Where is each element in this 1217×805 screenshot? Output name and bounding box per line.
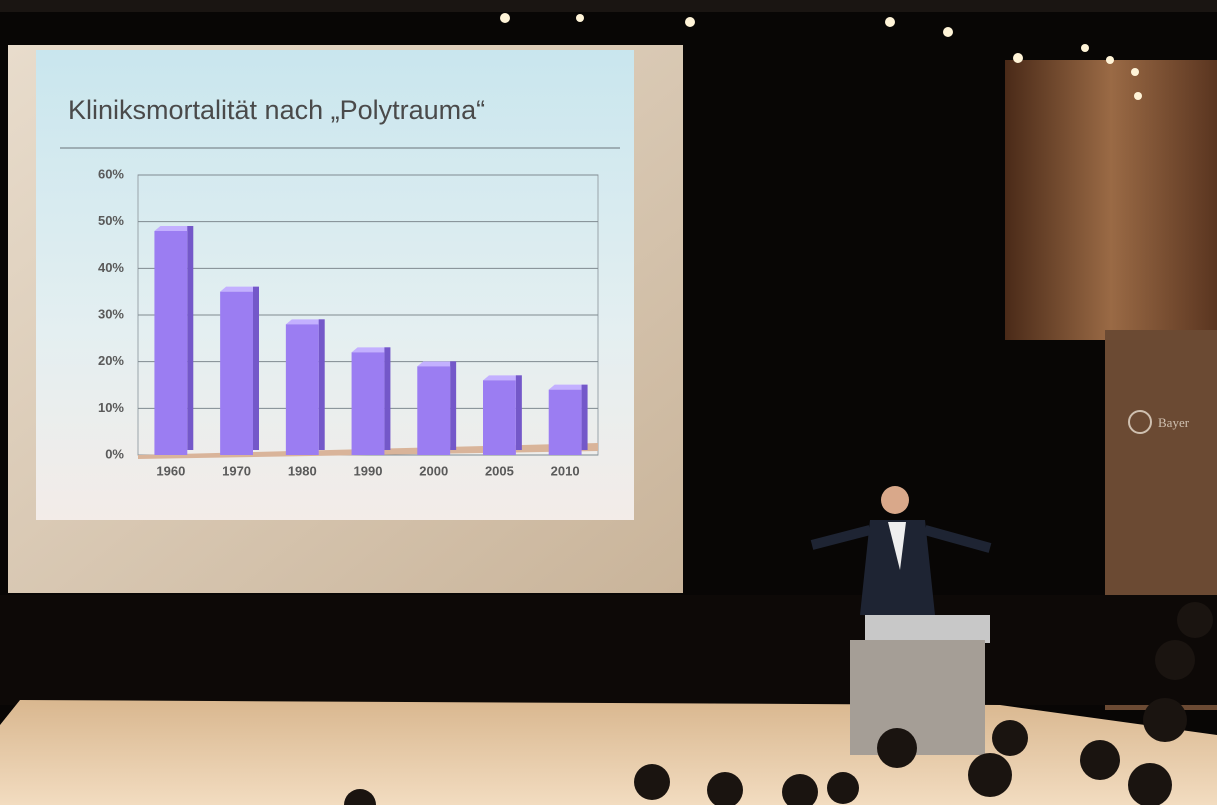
- bar: [286, 324, 319, 455]
- bar-side: [187, 226, 193, 450]
- bar: [352, 352, 385, 455]
- bar: [483, 380, 516, 455]
- scene: Bayer Kliniksmortalität nach „Polytrauma…: [0, 0, 1217, 805]
- bar-side: [253, 287, 259, 450]
- bar-side: [582, 385, 588, 450]
- y-tick-label: 40%: [98, 260, 124, 275]
- x-tick-label: 2000: [419, 463, 448, 478]
- ceiling: [0, 0, 1217, 12]
- y-tick-label: 50%: [98, 213, 124, 228]
- y-tick-label: 60%: [98, 166, 124, 181]
- bar: [549, 390, 582, 455]
- y-tick-label: 20%: [98, 353, 124, 368]
- stage-floor: [0, 700, 1217, 805]
- wall-logo: Bayer: [1158, 415, 1190, 430]
- y-tick-label: 30%: [98, 306, 124, 321]
- bar: [154, 231, 187, 455]
- lectern: [850, 640, 985, 755]
- bar-side: [450, 361, 456, 450]
- x-tick-label: 1970: [222, 463, 251, 478]
- slide-title: Kliniksmortalität nach „Polytrauma“: [68, 95, 485, 125]
- bar-side: [319, 319, 325, 450]
- lectern-top: [865, 615, 990, 643]
- bar-side: [516, 375, 522, 450]
- x-tick-label: 2005: [485, 463, 514, 478]
- y-tick-label: 10%: [98, 400, 124, 415]
- x-tick-label: 1990: [354, 463, 383, 478]
- bar: [220, 292, 253, 455]
- x-tick-label: 1980: [288, 463, 317, 478]
- bar-side: [384, 347, 390, 450]
- bar: [417, 366, 450, 455]
- stage-curtain: [0, 595, 1217, 705]
- page: Bayer Kliniksmortalität nach „Polytrauma…: [0, 0, 1217, 805]
- x-tick-label: 1960: [156, 463, 185, 478]
- x-tick-label: 2010: [551, 463, 580, 478]
- y-tick-label: 0%: [105, 446, 124, 461]
- wall: [1005, 60, 1217, 340]
